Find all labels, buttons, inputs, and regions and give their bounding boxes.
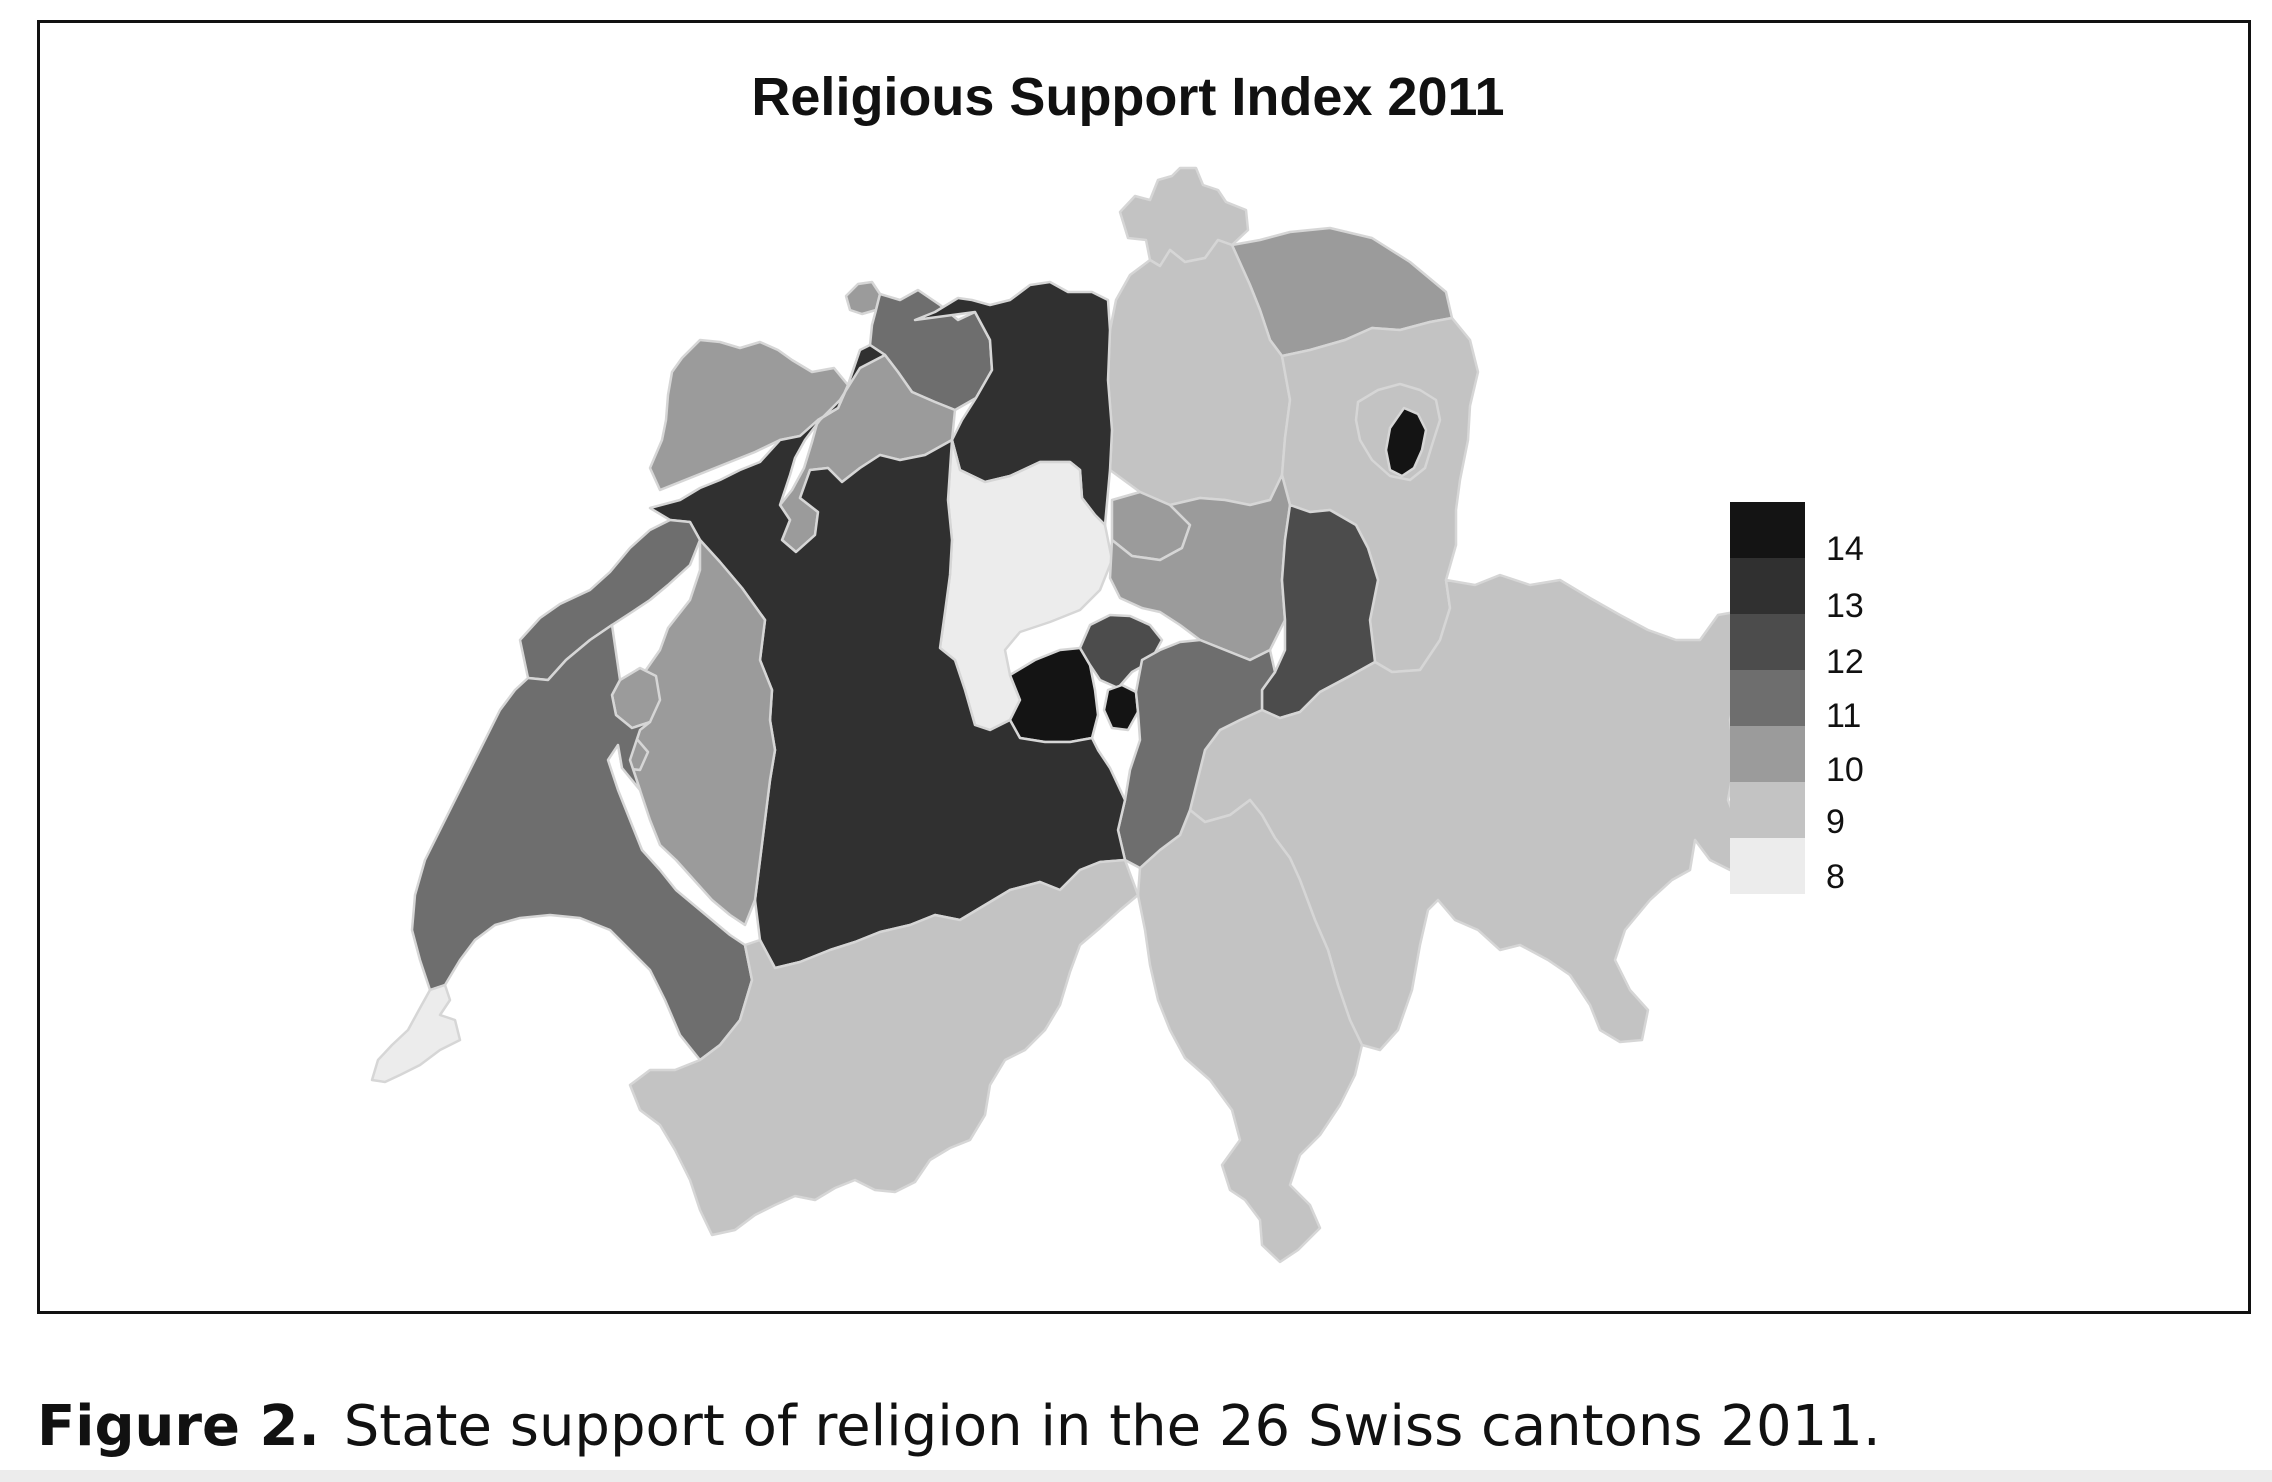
figure-caption: Figure 2. State support of religion in th… bbox=[37, 1394, 1881, 1459]
legend-swatch-11 bbox=[1730, 670, 1805, 726]
legend-swatch-14 bbox=[1730, 502, 1805, 558]
legend-swatch-10 bbox=[1730, 726, 1805, 782]
canton-appenzell-inner-rhodes[interactable] bbox=[1384, 406, 1428, 478]
canton-fribourg[interactable] bbox=[628, 538, 777, 927]
legend-label-8: 8 bbox=[1826, 858, 1845, 896]
canton-geneva[interactable] bbox=[370, 983, 462, 1084]
map-title: Religious Support Index 2011 bbox=[751, 67, 1505, 127]
legend-label-12: 12 bbox=[1826, 643, 1864, 681]
legend-label-13: 13 bbox=[1826, 587, 1864, 625]
canton-ticino[interactable] bbox=[1136, 798, 1364, 1264]
legend-label-9: 9 bbox=[1826, 803, 1845, 841]
canton-valais[interactable] bbox=[628, 858, 1140, 1237]
canton-obwalden-exclave[interactable] bbox=[1102, 683, 1140, 732]
legend-label-11: 11 bbox=[1826, 697, 1862, 735]
figure-caption-text: State support of religion in the 26 Swis… bbox=[343, 1394, 1881, 1459]
legend-swatch-12 bbox=[1730, 614, 1805, 670]
legend-label-10: 10 bbox=[1826, 751, 1864, 789]
legend-swatch-13 bbox=[1730, 558, 1805, 614]
canton-uri[interactable] bbox=[1116, 638, 1277, 870]
legend-swatch-8 bbox=[1730, 838, 1805, 894]
legend-swatch-9 bbox=[1730, 782, 1805, 838]
legend-label-14: 14 bbox=[1826, 530, 1864, 568]
bottom-strip bbox=[0, 1470, 2272, 1482]
canton-obwalden[interactable] bbox=[1008, 646, 1100, 744]
figure-caption-label: Figure 2. bbox=[37, 1394, 320, 1459]
canton-basel-stadt[interactable] bbox=[844, 280, 882, 316]
switzerland-map bbox=[370, 166, 1747, 1264]
